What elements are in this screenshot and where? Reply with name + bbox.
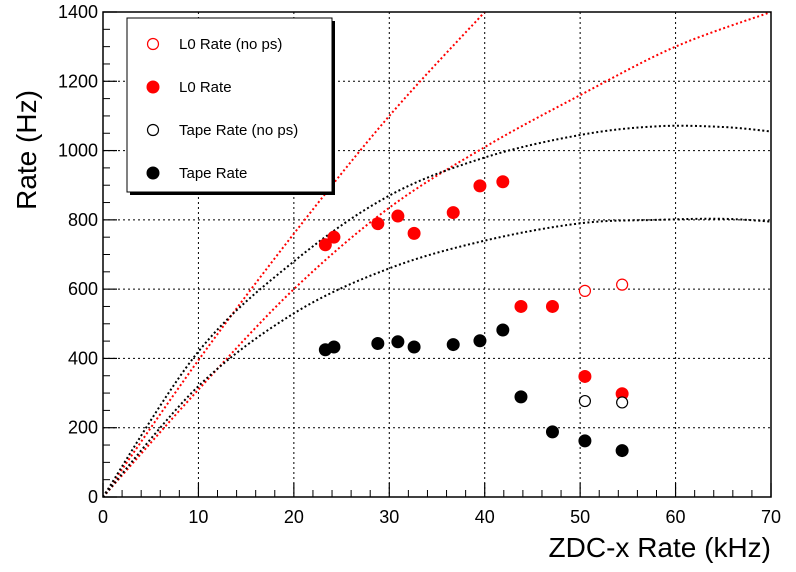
legend-label-tape-no-ps: Tape Rate (no ps) bbox=[179, 122, 298, 139]
data-point bbox=[616, 396, 629, 409]
legend: L0 Rate (no ps) L0 Rate Tape Rate (no ps… bbox=[126, 17, 335, 195]
x-tick-label: 70 bbox=[761, 507, 781, 527]
x-tick-label: 50 bbox=[570, 507, 590, 527]
axis-ticks: 0 10 20 30 40 50 60 70 0 200 400 600 800 1000 1200 1400 bbox=[58, 2, 781, 527]
fit-curve bbox=[103, 217, 771, 497]
data-point bbox=[578, 394, 592, 408]
legend-marker bbox=[146, 166, 160, 180]
y-tick-label: 1400 bbox=[58, 2, 98, 22]
legend-label-l0-no-ps: L0 Rate (no ps) bbox=[179, 36, 282, 53]
data-point bbox=[545, 425, 559, 439]
data-point bbox=[578, 284, 592, 297]
data-point bbox=[446, 206, 460, 220]
data-point bbox=[514, 390, 528, 404]
data-point bbox=[473, 179, 487, 193]
x-tick-label: 10 bbox=[188, 507, 208, 527]
data-point bbox=[578, 369, 592, 383]
x-tick-label: 0 bbox=[98, 507, 108, 527]
y-tick-label: 1000 bbox=[58, 141, 98, 161]
data-points bbox=[318, 175, 629, 458]
data-point bbox=[407, 226, 421, 240]
data-point bbox=[407, 340, 421, 354]
x-tick-label: 30 bbox=[379, 507, 399, 527]
data-point bbox=[616, 278, 629, 291]
x-tick-label: 60 bbox=[666, 507, 686, 527]
fit-curve bbox=[103, 12, 486, 497]
legend-marker bbox=[146, 123, 160, 137]
data-point bbox=[446, 338, 460, 352]
legend-marker bbox=[146, 80, 160, 94]
y-tick-label: 600 bbox=[68, 279, 98, 299]
x-tick-label: 40 bbox=[475, 507, 495, 527]
data-point bbox=[327, 340, 341, 354]
data-point bbox=[318, 238, 332, 252]
x-axis-title: ZDC-x Rate (kHz) bbox=[549, 532, 771, 563]
data-point bbox=[545, 299, 559, 313]
y-tick-label: 400 bbox=[68, 348, 98, 368]
legend-label-l0: L0 Rate bbox=[179, 79, 232, 96]
data-point bbox=[615, 444, 629, 458]
y-tick-label: 200 bbox=[68, 418, 98, 438]
legend-marker bbox=[146, 37, 160, 51]
data-point bbox=[327, 230, 341, 244]
y-tick-label: 800 bbox=[68, 210, 98, 230]
legend-label-tape: Tape Rate bbox=[179, 165, 247, 182]
data-point bbox=[496, 323, 510, 337]
data-point bbox=[473, 334, 487, 348]
data-point bbox=[514, 299, 528, 313]
data-point bbox=[391, 209, 405, 223]
fit-curves bbox=[103, 12, 771, 497]
legend-box bbox=[126, 17, 333, 193]
data-point bbox=[578, 434, 592, 448]
data-point bbox=[391, 335, 405, 349]
y-tick-label: 0 bbox=[88, 487, 98, 507]
fit-curve bbox=[103, 12, 771, 497]
data-point bbox=[371, 217, 385, 231]
x-tick-label: 20 bbox=[284, 507, 304, 527]
y-tick-label: 1200 bbox=[58, 71, 98, 91]
fit-curve bbox=[103, 124, 771, 497]
data-point bbox=[371, 337, 385, 351]
y-axis-title: Rate (Hz) bbox=[11, 90, 42, 210]
data-point bbox=[496, 175, 510, 189]
